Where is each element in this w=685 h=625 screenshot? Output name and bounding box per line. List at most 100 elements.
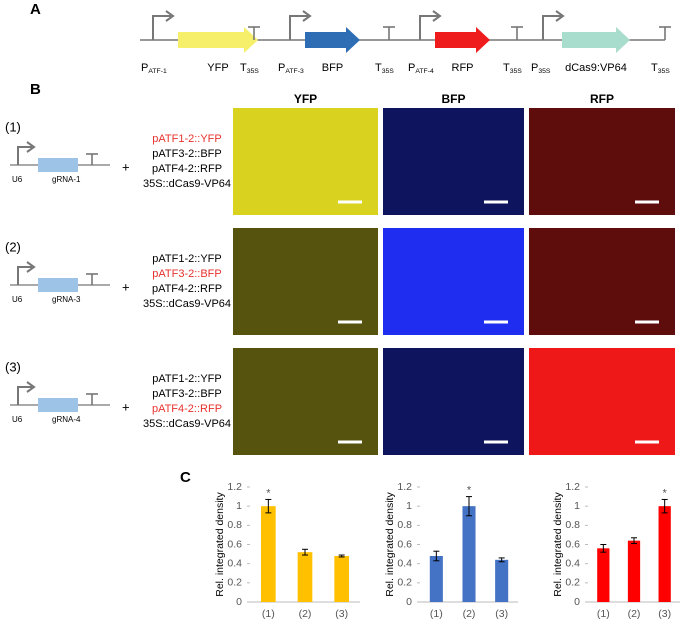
- grna-label: gRNA-4: [52, 415, 81, 424]
- x-tick-label: (3): [658, 608, 671, 620]
- bar: [261, 506, 276, 602]
- plus: +: [122, 279, 130, 294]
- y-axis-label: Rel. integrated density: [552, 492, 564, 597]
- significance-mark: *: [467, 484, 472, 496]
- promoter-arrow: [17, 266, 32, 285]
- promoter-label-main: P: [278, 62, 285, 74]
- arrow-head: [26, 261, 36, 273]
- cell-overlay: [383, 228, 524, 335]
- cell-overlay: [383, 348, 524, 455]
- bar: [597, 548, 610, 602]
- construct-text: 35S::dCas9-VP64: [143, 178, 231, 190]
- construct-text: pATF1-2::YFP: [152, 373, 221, 385]
- construct-text: pATF4-2::RFP: [152, 403, 222, 415]
- cell-color: [529, 228, 675, 335]
- bar: [495, 559, 509, 602]
- promoter-label: U6: [12, 415, 23, 424]
- gene-label: BFP: [322, 62, 343, 74]
- significance-mark: *: [266, 487, 271, 499]
- x-tick-label: (2): [463, 608, 476, 620]
- cell-overlay: [529, 108, 675, 215]
- gene-label: YFP: [207, 62, 228, 74]
- cell-color: [233, 108, 378, 215]
- cell-overlay: [233, 108, 378, 215]
- promoter-arrow: [289, 15, 308, 40]
- bar: [297, 552, 313, 602]
- terminator-label-main: T: [375, 62, 382, 74]
- bar: [334, 556, 349, 602]
- promoter-label-main: P: [531, 62, 538, 74]
- terminator-label-sub: 35S: [658, 68, 671, 75]
- construct-text: 35S::dCas9-VP64: [143, 298, 231, 310]
- cell-color: [529, 348, 675, 455]
- grna-box: [38, 398, 78, 412]
- y-axis-label: Rel. integrated density: [214, 492, 226, 597]
- gene-label: dCas9:VP64: [565, 62, 627, 74]
- y-tick-label: 0.2: [565, 577, 580, 589]
- promoter-label: U6: [12, 295, 23, 304]
- terminator-label-main: T: [503, 62, 510, 74]
- promoter-label-sub: ATF-1: [148, 68, 167, 75]
- y-tick-label: 0.2: [397, 577, 412, 589]
- row-label: (2): [5, 239, 21, 254]
- promoter-label-main: P: [408, 62, 415, 74]
- cell-color: [233, 348, 378, 455]
- construct-text: pATF1-2::YFP: [152, 133, 221, 145]
- arrow-head: [26, 141, 36, 153]
- construct-text: pATF3-2::BFP: [152, 148, 221, 160]
- cell-overlay: [529, 228, 675, 335]
- column-header: RFP: [590, 92, 614, 106]
- construct-text: pATF1-2::YFP: [152, 253, 221, 265]
- bar: [627, 540, 641, 602]
- plus: +: [122, 159, 130, 174]
- promoter-arrow: [152, 15, 171, 40]
- cell-color: [383, 108, 524, 215]
- panel-label: C: [180, 469, 191, 486]
- terminator-label-main: T: [240, 62, 247, 74]
- construct-text: pATF3-2::BFP: [152, 388, 221, 400]
- y-tick-label: 1: [406, 500, 412, 512]
- arrow-head: [165, 10, 175, 22]
- arrow-head: [555, 10, 565, 22]
- terminator-label: T35S: [240, 62, 259, 75]
- bar: [658, 506, 671, 602]
- panel-label: A: [30, 1, 41, 18]
- y-tick-label: 0.6: [397, 538, 412, 550]
- construct-text: 35S::dCas9-VP64: [143, 418, 231, 430]
- terminator-label: T35S: [651, 62, 670, 75]
- x-tick-label: (1): [430, 608, 443, 620]
- terminator-label: T35S: [503, 62, 522, 75]
- column-header: BFP: [442, 92, 466, 106]
- x-tick-label: (1): [262, 608, 275, 620]
- row-label: (3): [5, 359, 21, 374]
- promoter-label-sub: ATF-3: [285, 68, 304, 75]
- bar: [462, 506, 476, 602]
- promoter-label-sub: 35S: [538, 68, 551, 75]
- arrow-head: [26, 381, 36, 393]
- y-tick-label: 0.6: [565, 538, 580, 550]
- panel-label: B: [30, 81, 41, 98]
- promoter-label: PATF-3: [278, 62, 304, 75]
- x-tick-label: (2): [628, 608, 641, 620]
- y-tick-label: 0: [236, 596, 242, 608]
- terminator-label-sub: 35S: [510, 68, 523, 75]
- construct-text: pATF3-2::BFP: [152, 268, 221, 280]
- arrow-head: [302, 10, 312, 22]
- grna-label: gRNA-3: [52, 295, 81, 304]
- promoter-arrow: [17, 146, 32, 165]
- grna-box: [38, 278, 78, 292]
- y-tick-label: 1: [236, 500, 242, 512]
- grna-label: gRNA-1: [52, 175, 81, 184]
- y-tick-label: 0.8: [227, 519, 242, 531]
- promoter-arrow: [419, 15, 438, 40]
- y-tick-label: 0.8: [565, 519, 580, 531]
- promoter-arrow: [17, 386, 32, 405]
- gene-label: RFP: [452, 62, 474, 74]
- terminator-label-sub: 35S: [247, 68, 260, 75]
- promoter-label-sub: ATF-4: [415, 68, 434, 75]
- cell-overlay: [233, 348, 378, 455]
- gene-arrow: [178, 27, 258, 53]
- cell-color: [233, 228, 378, 335]
- row-label: (1): [5, 119, 21, 134]
